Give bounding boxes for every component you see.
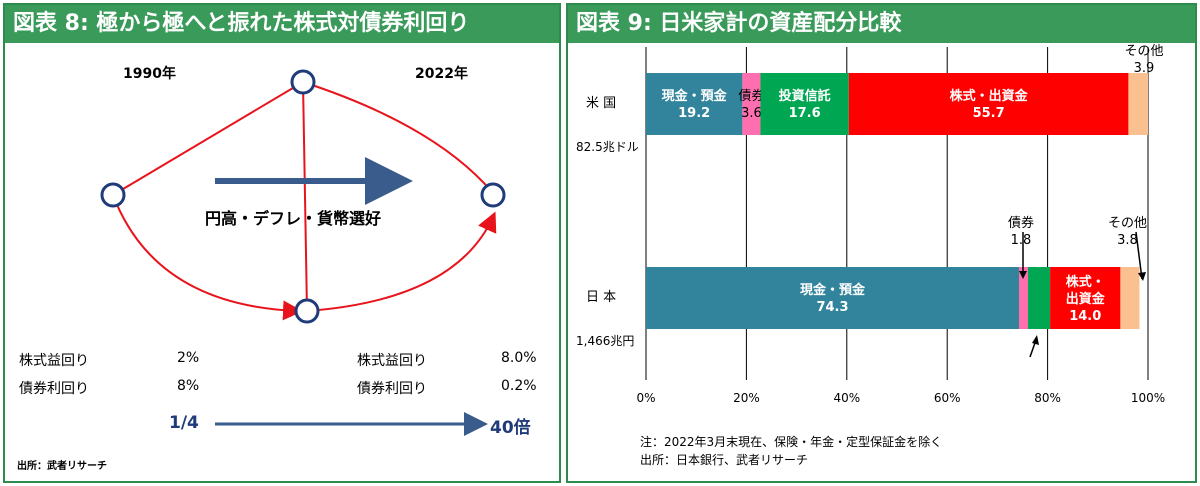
segment-label: 3.9 (1134, 61, 1155, 76)
x-tick-label: 60% (934, 391, 961, 405)
segment-label: 債券 (738, 88, 764, 104)
bar-segment (760, 73, 849, 135)
x-tick-label: 40% (833, 391, 860, 405)
segment-label: 1.8 (1011, 233, 1032, 248)
figure9-note: 注：2022年3月末現在、保険・年金・定型保証金を除く (640, 435, 943, 449)
node-right (480, 182, 506, 208)
row2-left-label: 債券利回り (19, 381, 89, 397)
row2-left-value: 8% (177, 378, 200, 394)
curve-top-to-right (302, 81, 494, 194)
segment-label: 17.6 (789, 106, 821, 121)
row1-left-label: 株式益回り (19, 353, 89, 369)
line-top-to-bottom (302, 81, 308, 312)
figure9-panel: 図表 9: 日米家計の資産配分比較 0% 20% 40% 60% 80% 100% 現金・預… (566, 3, 1197, 483)
year-2022-label: 2022年 (415, 66, 468, 82)
row1-right-value: 8.0% (501, 350, 537, 366)
year-1990-label: 1990年 (123, 66, 176, 82)
bar-segment (1028, 267, 1051, 329)
row1-right-label: 株式益回り (357, 353, 427, 369)
pointer-other (1135, 231, 1143, 280)
curve-left-to-bottom (112, 194, 303, 321)
figure8-panel: 図表 8: 極から極へと振れた株式対債券利回り 1990年 2022年 円高・デ… (3, 3, 561, 483)
node-bottom (294, 298, 320, 324)
row1-left-value: 2% (177, 350, 200, 366)
pointer-bonds-head (1019, 271, 1027, 279)
ratio-right: 40倍 (490, 418, 531, 438)
segment-label: 3.6 (741, 106, 762, 121)
bar-segment (1018, 267, 1029, 329)
seesaw-diagram (100, 69, 506, 436)
node-top (290, 69, 316, 95)
segment-label: 投資信託 (779, 88, 831, 104)
bar-segment (742, 73, 761, 135)
figure9-title: 図表 9: 日米家計の資産配分比較 (568, 5, 1195, 43)
bar-segment (646, 73, 743, 135)
segment-label: その他 (1124, 44, 1163, 59)
x-tick-label: 20% (733, 391, 760, 405)
ratio-left: 1/4 (169, 413, 199, 433)
segment-label: 株式・出資金 (950, 88, 1029, 104)
asset-allocation-chart: 0% 20% 40% 60% 80% 100% 現金・預金 19.2 債券 3.6 投資信託 17.6… (576, 44, 1165, 405)
node-left (100, 182, 126, 208)
segment-label: 19.2 (678, 106, 710, 121)
category-label: 日 本 (586, 290, 616, 305)
category-total: 1,466兆円 (576, 334, 634, 348)
segment-label: その他 (1108, 216, 1147, 231)
curve-bottom-to-right (306, 211, 497, 312)
category-total: 82.5兆ドル (576, 140, 639, 154)
bar-segment (646, 267, 1019, 329)
x-tick-label: 100% (1131, 391, 1165, 405)
segment-label: 現金・預金 (662, 88, 728, 104)
pointer-other-head (1138, 272, 1146, 281)
x-tick-label: 0% (636, 391, 655, 405)
segment-label: 74.3 (816, 300, 848, 315)
x-tick-label: 80% (1034, 391, 1061, 405)
bar-segment (848, 73, 1129, 135)
center-text: 円高・デフレ・貨幣選好 (205, 209, 382, 228)
figure8-source: 出所：武者リサーチ (17, 461, 107, 472)
bar-segment (1128, 73, 1148, 135)
row2-right-label: 債券利回り (357, 381, 427, 397)
segment-label: 55.7 (973, 106, 1005, 121)
pointer-fund-head (1032, 335, 1039, 345)
bar-segment (1120, 267, 1140, 329)
segment-label: 株式・ (1066, 274, 1105, 290)
category-label: 米 国 (586, 96, 616, 111)
segment-label: 現金・預金 (800, 282, 866, 298)
row2-right-value: 0.2% (501, 378, 537, 394)
segment-label: 出資金 (1066, 291, 1106, 307)
segment-label: 3.8 (1117, 233, 1138, 248)
line-left-to-top (112, 81, 304, 196)
figure8-title: 図表 8: 極から極へと振れた株式対債券利回り (5, 5, 559, 43)
bar-segment (1050, 267, 1121, 329)
segment-label: 債券 (1008, 215, 1034, 231)
figure9-source: 出所：日本銀行、武者リサーチ (640, 453, 809, 467)
segment-label: 14.0 (1069, 309, 1101, 324)
